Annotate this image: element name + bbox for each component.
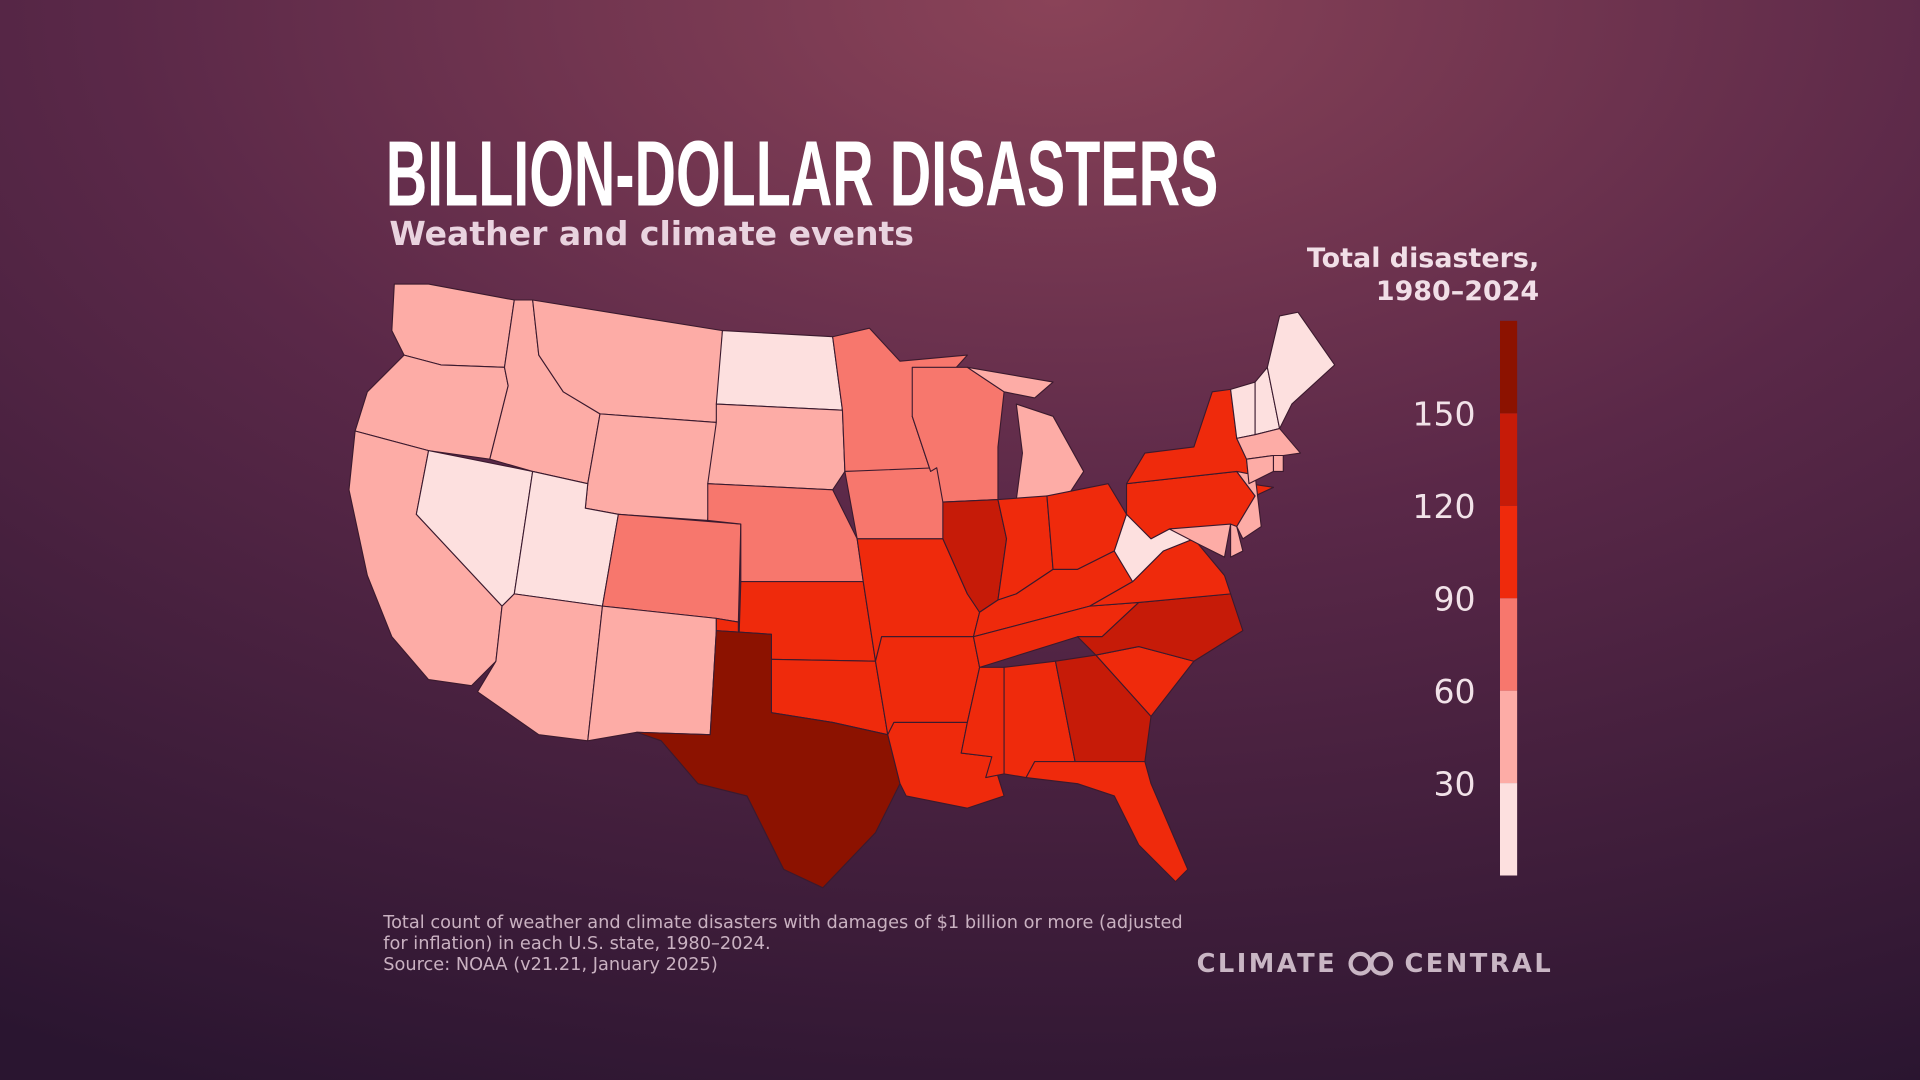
- legend-swatch: [1500, 690, 1518, 784]
- state: [587, 605, 717, 742]
- legend-swatch: [1500, 598, 1518, 691]
- legend-swatch: [1500, 320, 1518, 414]
- legend-swatch: [1500, 413, 1518, 506]
- map: [348, 283, 1336, 889]
- state: [584, 413, 717, 521]
- state: [1077, 593, 1244, 662]
- source: Source: NOAA (v21.21, January 2025): [383, 955, 718, 975]
- state: [601, 513, 742, 623]
- legend-tick-label: 150: [1412, 395, 1475, 434]
- state: [887, 721, 1005, 809]
- state: [1054, 654, 1152, 763]
- state: [636, 630, 901, 889]
- legend-tick-label: 30: [1433, 764, 1475, 803]
- logo-icon: [1348, 951, 1394, 976]
- legend-tick-label: 90: [1433, 579, 1475, 618]
- state: [874, 636, 981, 736]
- legend-tick-label: 120: [1412, 487, 1475, 526]
- logo-text: CENTRAL: [1404, 949, 1553, 979]
- state: [1230, 523, 1244, 558]
- title: BILLION-DOLLAR DISASTERS: [386, 122, 1219, 226]
- subtitle: Weather and climate events: [389, 214, 914, 253]
- legend: 30 60 90 120 150: [1412, 320, 1518, 876]
- state: [960, 666, 1005, 779]
- legend-title: 1980–2024: [1376, 276, 1539, 307]
- state: [715, 330, 843, 411]
- state: [1272, 454, 1284, 472]
- legend-title: Total disasters,: [1307, 243, 1539, 274]
- state: [1025, 761, 1189, 883]
- legend-tick-label: 60: [1433, 672, 1475, 711]
- legend-swatch: [1500, 505, 1518, 599]
- state: [1168, 523, 1232, 558]
- legend-swatch: [1500, 783, 1518, 876]
- logo-text: CLIMATE: [1197, 949, 1338, 979]
- footnote: Total count of weather and climate disas…: [382, 913, 1182, 933]
- state: [707, 403, 846, 491]
- footnote: for inflation) in each U.S. state, 1980–…: [383, 934, 770, 954]
- state: [391, 283, 515, 368]
